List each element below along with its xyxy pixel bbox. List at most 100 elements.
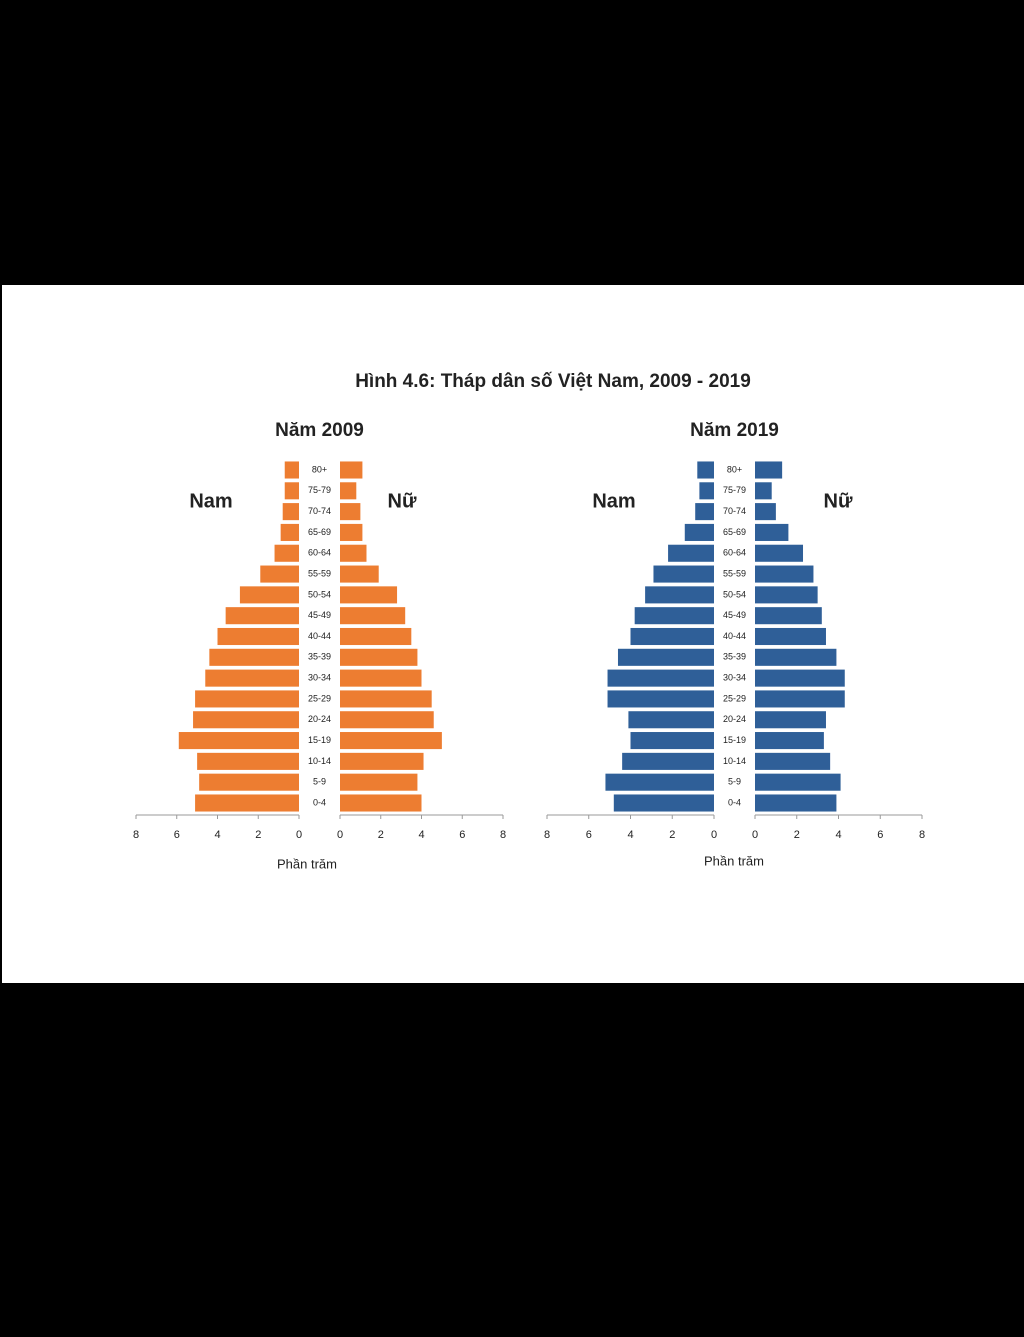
bar: [340, 461, 363, 479]
age-label: 40-44: [723, 631, 746, 641]
age-label: 15-19: [308, 735, 331, 745]
bar: [755, 503, 776, 521]
x-tick-label: 6: [174, 829, 180, 841]
age-label: 55-59: [308, 568, 331, 578]
bar: [622, 752, 714, 770]
bar: [755, 773, 841, 791]
bar: [607, 669, 714, 687]
age-label: 10-14: [308, 756, 331, 766]
x-tick-label: 6: [459, 829, 465, 841]
age-label: 55-59: [723, 568, 746, 578]
bar: [755, 461, 783, 479]
chart-title: Năm 2009: [275, 420, 364, 441]
age-label: 15-19: [723, 735, 746, 745]
bar: [605, 773, 714, 791]
bar: [645, 586, 714, 604]
bar: [195, 794, 299, 812]
bar: [628, 711, 714, 729]
age-label: 20-24: [723, 714, 746, 724]
bar: [697, 461, 714, 479]
age-label: 50-54: [723, 589, 746, 599]
bar: [755, 648, 837, 666]
age-label: 35-39: [723, 652, 746, 662]
x-tick-label: 6: [877, 829, 883, 841]
bar: [340, 690, 432, 708]
legend-label: Nữ: [824, 490, 853, 512]
bar: [340, 794, 422, 812]
bar: [607, 690, 714, 708]
x-axis-label: Phần trăm: [704, 853, 764, 868]
bar: [630, 627, 714, 646]
bar: [282, 503, 299, 521]
bar: [699, 482, 714, 500]
age-label: 80+: [727, 464, 742, 474]
age-label: 5-9: [728, 777, 741, 787]
age-label: 20-24: [308, 714, 331, 724]
bar: [178, 732, 299, 750]
bar: [695, 503, 714, 521]
bar: [260, 565, 299, 583]
bar: [668, 544, 714, 562]
legend-label: Nam: [592, 490, 635, 512]
age-label: 70-74: [723, 506, 746, 516]
x-tick-label: 0: [711, 829, 717, 841]
age-label: 45-49: [723, 610, 746, 620]
age-label: 75-79: [308, 485, 331, 495]
legend-label: Nam: [189, 490, 232, 512]
age-label: 70-74: [308, 506, 331, 516]
bar: [340, 732, 442, 750]
bar: [340, 752, 424, 770]
x-tick-label: 6: [586, 829, 592, 841]
bar: [684, 523, 714, 541]
x-tick-label: 2: [378, 829, 384, 841]
x-axis-label: Phần trăm: [277, 856, 337, 871]
age-label: 35-39: [308, 652, 331, 662]
x-tick-label: 8: [133, 829, 139, 841]
x-tick-label: 4: [418, 829, 424, 841]
bar: [205, 669, 299, 687]
bar: [239, 586, 299, 604]
bar: [193, 711, 299, 729]
x-tick-label: 4: [627, 829, 633, 841]
age-label: 80+: [312, 464, 327, 474]
bar: [755, 544, 804, 562]
age-label: 0-4: [313, 797, 326, 807]
bar: [225, 607, 299, 625]
bar: [755, 711, 826, 729]
bar: [274, 544, 299, 562]
bar: [755, 523, 789, 541]
bar: [197, 752, 299, 770]
bar: [199, 773, 299, 791]
chart-title: Năm 2019: [690, 420, 779, 441]
bar: [634, 607, 714, 625]
bar: [284, 461, 299, 479]
bar: [340, 586, 398, 604]
bar: [340, 607, 406, 625]
bar: [284, 482, 299, 500]
bar: [280, 523, 299, 541]
x-tick-label: 4: [214, 829, 220, 841]
x-tick-label: 0: [337, 829, 343, 841]
bar: [340, 544, 367, 562]
x-tick-label: 8: [500, 829, 506, 841]
x-tick-label: 4: [835, 829, 841, 841]
bar: [340, 773, 418, 791]
bar: [755, 752, 831, 770]
bar: [755, 732, 824, 750]
bar: [755, 669, 845, 687]
bar: [653, 565, 714, 583]
bar: [340, 503, 361, 521]
bar: [340, 482, 357, 500]
bar: [613, 794, 714, 812]
age-label: 25-29: [308, 693, 331, 703]
x-tick-label: 8: [544, 829, 550, 841]
bar: [340, 565, 379, 583]
figure-title: Hình 4.6: Tháp dân số Việt Nam, 2009 - 2…: [355, 371, 751, 392]
age-label: 60-64: [308, 548, 331, 558]
bar: [340, 627, 412, 646]
age-label: 65-69: [723, 527, 746, 537]
age-label: 75-79: [723, 485, 746, 495]
age-label: 60-64: [723, 548, 746, 558]
bar: [340, 648, 418, 666]
x-tick-label: 2: [794, 829, 800, 841]
